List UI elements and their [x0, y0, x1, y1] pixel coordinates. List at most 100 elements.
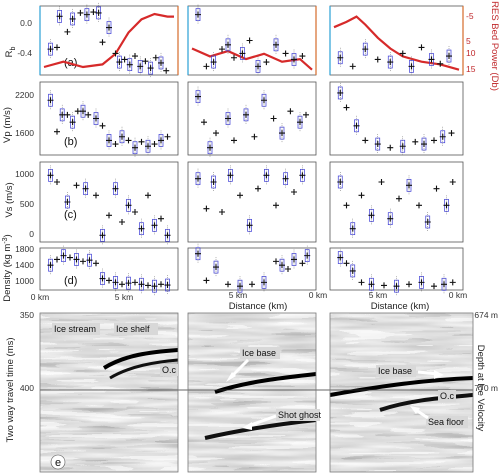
point-b-3-6: [399, 143, 406, 150]
arrowhead-shotghost: [242, 422, 252, 430]
ytick-d-0: 1800: [15, 244, 34, 254]
series-red-a-3: [333, 15, 460, 71]
ytick-ar-3: 15: [466, 64, 476, 74]
point-d-2-7: [273, 258, 279, 265]
point-b-3-0: [337, 89, 344, 96]
point-d-2-12: [304, 252, 311, 259]
point-d-2-2: [213, 264, 219, 271]
point-a-3-4: [387, 59, 394, 66]
point-c-3-5: [378, 179, 385, 185]
ytick-d-1: 1400: [15, 260, 34, 270]
point-b-1-19: [164, 133, 171, 140]
point-c-1-8: [112, 185, 119, 192]
point-d-3-11: [449, 279, 456, 286]
point-a-2-11: [282, 50, 289, 57]
arrow-shotghost: [247, 414, 277, 428]
point-d-1-14: [138, 281, 145, 288]
xtick-c3-left: 5 km: [369, 290, 387, 300]
point-a-1-6: [83, 11, 90, 18]
point-d-3-0: [337, 254, 344, 261]
point-b-2-7: [251, 133, 258, 140]
point-c-3-7: [396, 195, 402, 202]
ytick-e-0: 350: [20, 310, 34, 320]
point-b-1-7: [85, 111, 92, 118]
point-c-3-10: [424, 219, 431, 225]
point-b-2-4: [225, 115, 231, 122]
point-d-1-1: [54, 256, 60, 263]
point-c-2-1: [203, 205, 210, 212]
point-a-2-6: [239, 50, 246, 57]
ylabel-e: Two way travel time (ms): [5, 337, 16, 442]
point-b-3-9: [431, 137, 437, 144]
point-a-1-5: [77, 9, 84, 16]
point-b-2-6: [243, 111, 249, 118]
point-d-3-3: [358, 279, 365, 286]
point-c-1-4: [82, 185, 89, 192]
point-b-2-13: [303, 111, 309, 118]
point-a-2-0: [195, 11, 201, 18]
point-b-2-0: [195, 93, 201, 100]
ytick-a-1: -0.4: [17, 48, 32, 58]
point-a-1-18: [147, 65, 154, 72]
point-b-2-9: [270, 115, 277, 122]
reflector-iceshelf: [102, 348, 179, 370]
xtick-c3-right: 0 km: [449, 290, 467, 300]
point-d-2-3: [225, 281, 231, 288]
point-a-3-2: [362, 46, 369, 53]
point-d-2-10: [291, 256, 297, 263]
panel-label-e: e: [55, 457, 61, 469]
panel-label-e-bg: [50, 454, 66, 470]
point-b-1-8: [93, 115, 99, 122]
arrowhead-seafloor: [410, 406, 420, 414]
ytick-c-1: 500: [20, 199, 34, 209]
seismic-frame-3: [329, 312, 474, 473]
point-d-1-13: [132, 279, 138, 286]
point-d-1-4: [73, 256, 80, 263]
annot-ice-stream: Ice stream: [54, 324, 96, 334]
point-c-3-12: [443, 202, 450, 209]
point-a-1-16: [137, 63, 144, 70]
point-d-1-12: [125, 280, 132, 287]
point-b-1-5: [74, 108, 81, 115]
point-b-1-17: [151, 141, 158, 148]
point-d-1-16: [151, 283, 158, 290]
point-b-1-0: [47, 97, 54, 104]
point-a-1-11: [112, 50, 119, 57]
annot-bg-oc1: [160, 364, 178, 376]
point-b-3-11: [448, 130, 455, 137]
point-c-3-4: [368, 212, 375, 219]
point-a-1-20: [158, 59, 164, 66]
ytick-c-0: 1000: [15, 169, 34, 179]
point-a-1-19: [152, 54, 159, 61]
frame-b-2: [187, 81, 317, 156]
ytick-ar-1: 5: [466, 36, 471, 46]
annot-ice-base-3: Ice base: [378, 366, 412, 376]
point-b-1-12: [119, 133, 125, 140]
point-d-1-2: [60, 252, 67, 259]
point-d-3-2: [349, 267, 356, 274]
point-d-1-3: [67, 254, 73, 261]
point-c-1-7: [106, 212, 112, 219]
point-b-1-4: [69, 119, 76, 126]
point-a-1-12: [116, 59, 123, 66]
ytick-d-2: 1000: [15, 276, 34, 286]
point-b-1-6: [80, 108, 86, 115]
point-a-1-14: [126, 61, 133, 68]
point-c-3-6: [387, 215, 394, 222]
point-c-1-1: [54, 179, 60, 185]
point-a-3-6: [408, 63, 415, 70]
point-a-2-4: [225, 41, 231, 48]
point-a-1-0: [47, 46, 54, 53]
ytick-er-1: 770 m: [474, 383, 498, 393]
ytick-ar-2: 10: [466, 48, 476, 58]
point-b-3-10: [439, 133, 446, 140]
point-c-3-1: [343, 202, 350, 209]
point-c-3-3: [358, 192, 365, 199]
point-b-1-10: [106, 137, 112, 144]
seismic-panels: Ice stream Ice shelf O.c Ice base Shot g…: [39, 312, 474, 473]
seismic-frame-2: [187, 312, 317, 473]
ylabel-e-right: Depth at Ice Velocity: [475, 345, 486, 432]
point-b-2-11: [287, 108, 294, 115]
point-b-1-16: [145, 143, 151, 150]
